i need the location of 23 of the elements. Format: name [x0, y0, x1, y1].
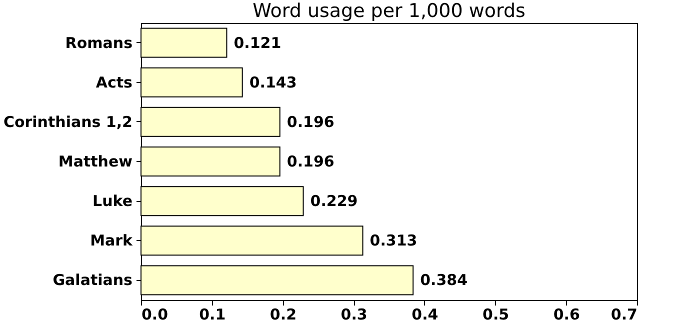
y-tick-label: Corinthians 1,2: [3, 112, 132, 131]
y-tick-label: Mark: [90, 232, 134, 250]
x-tick-label: 0.0: [142, 306, 168, 324]
chart-title: Word usage per 1,000 words: [252, 0, 526, 22]
x-tick-label: 0.3: [340, 306, 368, 324]
data-label: 0.313: [370, 232, 418, 250]
y-tick-label: Galatians: [52, 271, 133, 290]
x-tick-label: 0.4: [412, 306, 438, 324]
y-tick-label: Matthew: [58, 152, 133, 170]
data-label: 0.196: [286, 112, 334, 131]
data-label: 0.384: [420, 271, 468, 290]
y-tick-label: Luke: [92, 192, 132, 210]
x-tick-label: 0.2: [270, 306, 297, 324]
y-tick-label: Acts: [96, 73, 133, 92]
data-label: 0.196: [286, 152, 334, 170]
x-tick-label: 0.7: [610, 306, 638, 324]
x-tick-label: 0.6: [553, 306, 580, 324]
data-label: 0.229: [310, 192, 358, 210]
y-tick-label: Romans: [65, 34, 133, 52]
data-label: 0.121: [234, 34, 282, 52]
data-label: 0.143: [249, 73, 297, 92]
x-tick-label: 0.1: [199, 306, 226, 324]
x-tick-label: 0.5: [482, 306, 510, 324]
